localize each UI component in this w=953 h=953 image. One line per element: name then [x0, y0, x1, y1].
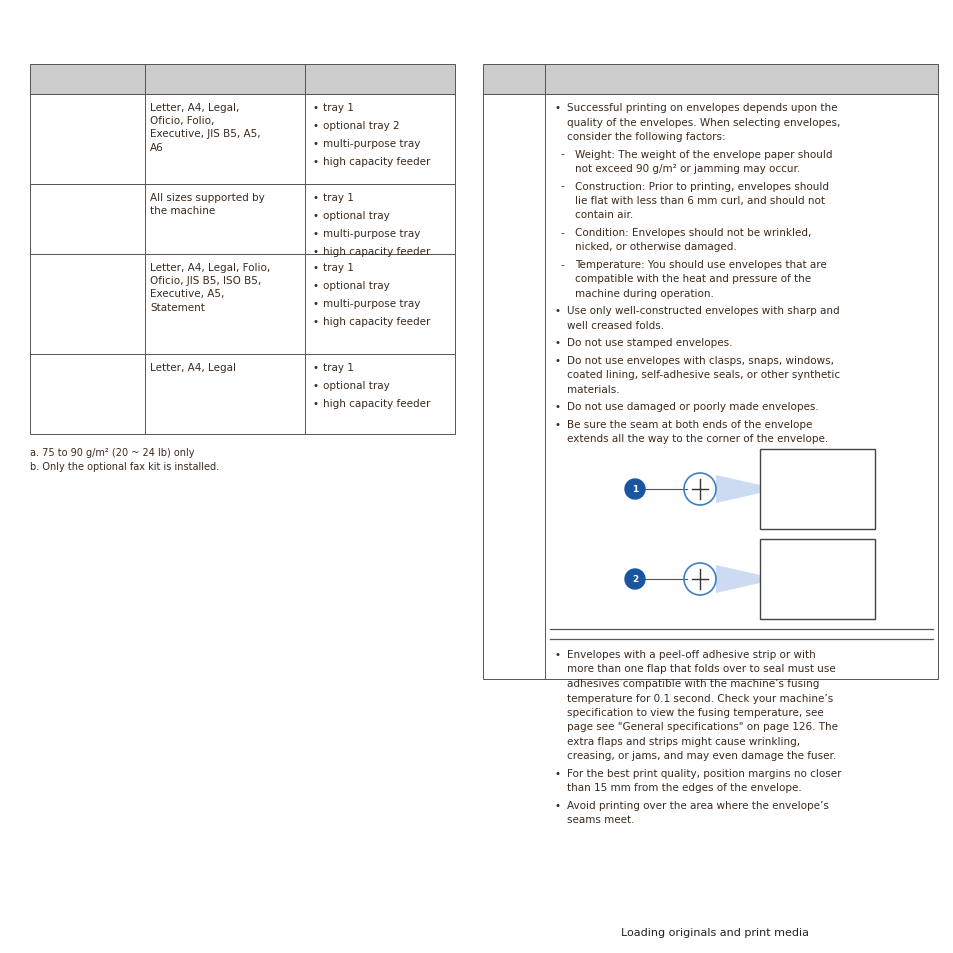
- Text: high capacity feeder: high capacity feeder: [323, 398, 430, 409]
- Text: •: •: [313, 121, 318, 131]
- Circle shape: [624, 569, 644, 589]
- Text: optional tray: optional tray: [323, 380, 390, 391]
- Text: Avoid printing over the area where the envelope’s: Avoid printing over the area where the e…: [566, 801, 828, 810]
- Text: •: •: [313, 211, 318, 221]
- Text: nicked, or otherwise damaged.: nicked, or otherwise damaged.: [575, 242, 736, 253]
- Bar: [30, 355, 455, 435]
- Text: Do not use envelopes with clasps, snaps, windows,: Do not use envelopes with clasps, snaps,…: [566, 355, 833, 366]
- Circle shape: [624, 479, 644, 499]
- Text: •: •: [555, 338, 560, 348]
- Text: Do not use damaged or poorly made envelopes.: Do not use damaged or poorly made envelo…: [566, 402, 818, 412]
- Text: high capacity feeder: high capacity feeder: [323, 157, 430, 167]
- Text: a. 75 to 90 g/m² (20 ~ 24 lb) only: a. 75 to 90 g/m² (20 ~ 24 lb) only: [30, 448, 194, 457]
- Text: 1: 1: [631, 485, 638, 494]
- Text: high capacity feeder: high capacity feeder: [323, 247, 430, 256]
- Text: high capacity feeder: high capacity feeder: [323, 316, 430, 327]
- Text: •: •: [313, 263, 318, 273]
- Text: •: •: [313, 380, 318, 391]
- Text: -: -: [560, 260, 564, 270]
- Bar: [30, 254, 455, 355]
- Bar: [482, 65, 937, 95]
- Text: materials.: materials.: [566, 385, 619, 395]
- Text: Condition: Envelopes should not be wrinkled,: Condition: Envelopes should not be wrink…: [575, 228, 810, 237]
- Text: tray 1: tray 1: [323, 103, 354, 112]
- Text: b. Only the optional fax kit is installed.: b. Only the optional fax kit is installe…: [30, 461, 219, 472]
- Text: •: •: [555, 768, 560, 779]
- Text: •: •: [555, 801, 560, 810]
- Text: All sizes supported by
the machine: All sizes supported by the machine: [150, 193, 265, 216]
- Text: multi-purpose tray: multi-purpose tray: [323, 298, 420, 309]
- Bar: [30, 185, 455, 254]
- Text: •: •: [313, 398, 318, 409]
- Text: •: •: [313, 316, 318, 327]
- Polygon shape: [716, 476, 760, 503]
- Bar: [760, 539, 874, 619]
- Text: Letter, A4, Legal: Letter, A4, Legal: [150, 363, 235, 373]
- Text: optional tray 2: optional tray 2: [323, 121, 399, 131]
- Text: •: •: [313, 247, 318, 256]
- Text: Use only well-constructed envelopes with sharp and: Use only well-constructed envelopes with…: [566, 306, 839, 316]
- Text: contain air.: contain air.: [575, 211, 633, 220]
- Text: •: •: [313, 157, 318, 167]
- Text: •: •: [313, 193, 318, 203]
- Text: machine during operation.: machine during operation.: [575, 289, 713, 298]
- Text: -: -: [560, 228, 564, 237]
- Text: Successful printing on envelopes depends upon the: Successful printing on envelopes depends…: [566, 103, 837, 112]
- Text: •: •: [313, 103, 318, 112]
- Text: •: •: [313, 281, 318, 291]
- Polygon shape: [716, 565, 760, 594]
- Text: Be sure the seam at both ends of the envelope: Be sure the seam at both ends of the env…: [566, 419, 812, 430]
- Text: tray 1: tray 1: [323, 193, 354, 203]
- Text: lie flat with less than 6 mm curl, and should not: lie flat with less than 6 mm curl, and s…: [575, 195, 824, 206]
- Text: quality of the envelopes. When selecting envelopes,: quality of the envelopes. When selecting…: [566, 117, 840, 128]
- Text: •: •: [313, 363, 318, 373]
- Text: adhesives compatible with the machine’s fusing: adhesives compatible with the machine’s …: [566, 679, 819, 688]
- Text: optional tray: optional tray: [323, 211, 390, 221]
- Text: consider the following factors:: consider the following factors:: [566, 132, 725, 142]
- Text: coated lining, self-adhesive seals, or other synthetic: coated lining, self-adhesive seals, or o…: [566, 370, 840, 380]
- Text: multi-purpose tray: multi-purpose tray: [323, 139, 420, 149]
- Text: •: •: [313, 229, 318, 239]
- Text: •: •: [555, 649, 560, 659]
- Text: Letter, A4, Legal,
Oficio, Folio,
Executive, JIS B5, A5,
A6: Letter, A4, Legal, Oficio, Folio, Execut…: [150, 103, 260, 152]
- Bar: [30, 95, 455, 185]
- Text: Weight: The weight of the envelope paper should: Weight: The weight of the envelope paper…: [575, 150, 832, 159]
- Text: •: •: [555, 103, 560, 112]
- Text: tray 1: tray 1: [323, 263, 354, 273]
- Text: For the best print quality, position margins no closer: For the best print quality, position mar…: [566, 768, 841, 779]
- Text: •: •: [555, 419, 560, 430]
- Text: 2: 2: [631, 575, 638, 584]
- Text: •: •: [555, 355, 560, 366]
- Text: than 15 mm from the edges of the envelope.: than 15 mm from the edges of the envelop…: [566, 782, 801, 793]
- Text: •: •: [555, 306, 560, 316]
- Text: •: •: [555, 402, 560, 412]
- Bar: [760, 450, 874, 530]
- Text: optional tray: optional tray: [323, 281, 390, 291]
- Text: not exceed 90 g/m² or jamming may occur.: not exceed 90 g/m² or jamming may occur.: [575, 164, 800, 173]
- Text: Envelopes with a peel-off adhesive strip or with: Envelopes with a peel-off adhesive strip…: [566, 649, 815, 659]
- Text: Construction: Prior to printing, envelopes should: Construction: Prior to printing, envelop…: [575, 181, 828, 192]
- Text: extends all the way to the corner of the envelope.: extends all the way to the corner of the…: [566, 434, 827, 444]
- Text: •: •: [313, 298, 318, 309]
- Text: Letter, A4, Legal, Folio,
Oficio, JIS B5, ISO B5,
Executive, A5,
Statement: Letter, A4, Legal, Folio, Oficio, JIS B5…: [150, 263, 270, 313]
- Text: specification to view the fusing temperature, see: specification to view the fusing tempera…: [566, 707, 822, 718]
- Bar: [482, 95, 937, 679]
- Text: •: •: [313, 139, 318, 149]
- Text: extra flaps and strips might cause wrinkling,: extra flaps and strips might cause wrink…: [566, 737, 800, 746]
- Text: multi-purpose tray: multi-purpose tray: [323, 229, 420, 239]
- Text: Loading originals and print media: Loading originals and print media: [620, 927, 808, 937]
- Text: compatible with the heat and pressure of the: compatible with the heat and pressure of…: [575, 274, 810, 284]
- Text: -: -: [560, 150, 564, 159]
- Text: -: -: [560, 181, 564, 192]
- Text: page see "General specifications" on page 126. The: page see "General specifications" on pag…: [566, 721, 837, 732]
- Text: seams meet.: seams meet.: [566, 815, 634, 824]
- Text: more than one flap that folds over to seal must use: more than one flap that folds over to se…: [566, 664, 835, 674]
- Text: well creased folds.: well creased folds.: [566, 320, 663, 331]
- Text: Do not use stamped envelopes.: Do not use stamped envelopes.: [566, 338, 732, 348]
- Text: creasing, or jams, and may even damage the fuser.: creasing, or jams, and may even damage t…: [566, 751, 836, 760]
- Text: Temperature: You should use envelopes that are: Temperature: You should use envelopes th…: [575, 260, 826, 270]
- Text: tray 1: tray 1: [323, 363, 354, 373]
- Bar: [30, 65, 455, 95]
- Text: temperature for 0.1 second. Check your machine’s: temperature for 0.1 second. Check your m…: [566, 693, 832, 702]
